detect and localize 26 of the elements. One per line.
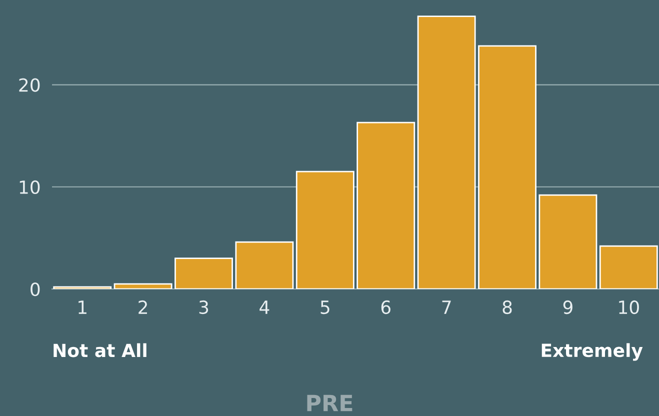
- y-tick-label: 0: [30, 282, 40, 296]
- bar: [417, 16, 476, 289]
- bar: [174, 258, 233, 289]
- bar: [356, 122, 416, 289]
- x-tick-label: 7: [442, 300, 451, 314]
- x-tick-label: 1: [78, 300, 86, 314]
- bar: [114, 283, 172, 289]
- y-tick-label: 20: [19, 78, 40, 92]
- x-tick-label: 5: [320, 300, 330, 314]
- x-tick-label: 9: [563, 300, 572, 314]
- bar: [235, 241, 294, 289]
- y-tick-label: 10: [20, 180, 40, 194]
- x-tick-label: 2: [138, 300, 147, 314]
- x-tick-label: 6: [381, 300, 390, 314]
- text: Extremely: [542, 343, 643, 361]
- bar: [478, 45, 536, 289]
- bar: [296, 170, 354, 289]
- x-tick-label: 8: [502, 300, 512, 314]
- x-tick-label: 10: [619, 300, 639, 314]
- text: PRE: [307, 394, 352, 412]
- x-tick-label: 4: [260, 300, 270, 314]
- bar: [53, 286, 112, 289]
- x-tick-label: 3: [199, 300, 208, 314]
- bar: [538, 194, 598, 289]
- text: Not at All: [54, 343, 146, 358]
- bar: [599, 245, 658, 289]
